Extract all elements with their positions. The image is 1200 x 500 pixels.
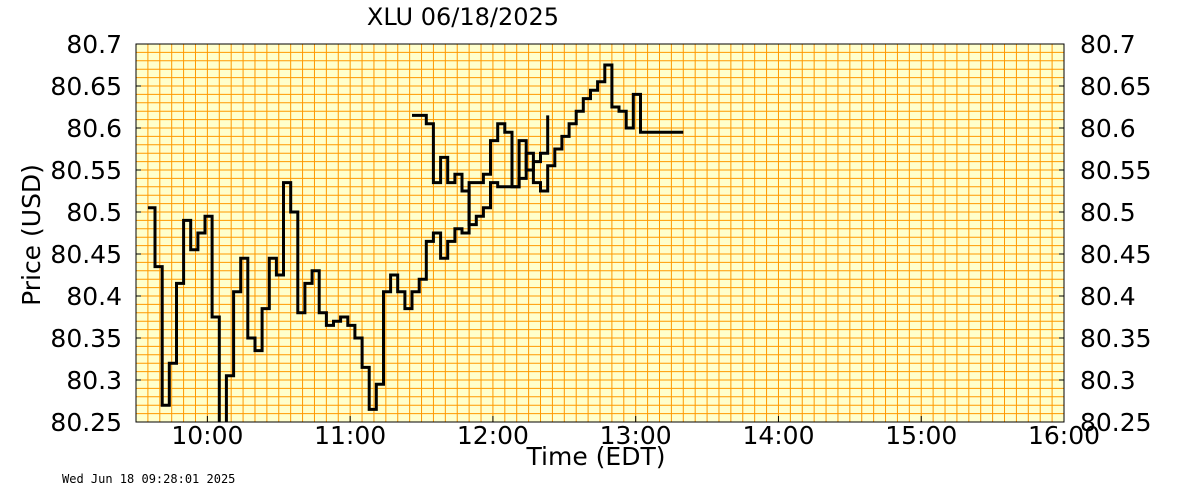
y-tick-label-left: 80.3 [66, 366, 122, 395]
y-tick-label-left: 80.65 [50, 72, 122, 101]
y-tick-label-right: 80.35 [1080, 324, 1152, 353]
y-axis-label: Price (USD) [17, 164, 46, 306]
y-tick-label-left: 80.6 [66, 114, 122, 143]
x-axis-label: Time (EDT) [526, 442, 666, 471]
y-tick-label-right: 80.25 [1080, 408, 1152, 437]
x-tick-label: 10:00 [171, 421, 243, 450]
x-tick-label: 16:00 [1028, 421, 1100, 450]
price-series-line-1 [147, 115, 550, 422]
y-tick-label-right: 80.55 [1080, 156, 1152, 185]
x-tick-label: 13:00 [600, 421, 672, 450]
y-tick-label-left: 80.5 [66, 198, 122, 227]
y-tick-label-right: 80.7 [1080, 30, 1136, 59]
y-tick-label-left: 80.45 [50, 240, 122, 269]
x-tick-label: 11:00 [314, 421, 386, 450]
y-tick-label-left: 80.35 [50, 324, 122, 353]
y-tick-label-left: 80.25 [50, 408, 122, 437]
x-tick-label: 12:00 [457, 421, 529, 450]
y-tick-label-right: 80.3 [1080, 366, 1136, 395]
y-tick-label-right: 80.45 [1080, 240, 1152, 269]
y-tick-label-left: 80.7 [66, 30, 122, 59]
timestamp: Wed Jun 18 09:28:01 2025 [62, 472, 236, 486]
axis-ticks: 80.25 80.25 80.3 80.3 80.35 80.35 80.4 80.4 80.4… [50, 30, 1151, 450]
y-tick-label-left: 80.55 [50, 156, 122, 185]
y-tick-label-left: 80.4 [66, 282, 122, 311]
price-series-line-2 [412, 63, 684, 227]
series-layer [147, 63, 684, 422]
y-tick-label-right: 80.6 [1080, 114, 1136, 143]
grid [136, 44, 1064, 422]
y-tick-label-right: 80.4 [1080, 282, 1136, 311]
y-tick-label-right: 80.65 [1080, 72, 1152, 101]
x-tick-label: 14:00 [742, 421, 814, 450]
y-tick-label-right: 80.5 [1080, 198, 1136, 227]
chart-title: XLU 06/18/2025 [367, 3, 559, 31]
plot-frame [135, 43, 1065, 423]
x-tick-label: 15:00 [885, 421, 957, 450]
